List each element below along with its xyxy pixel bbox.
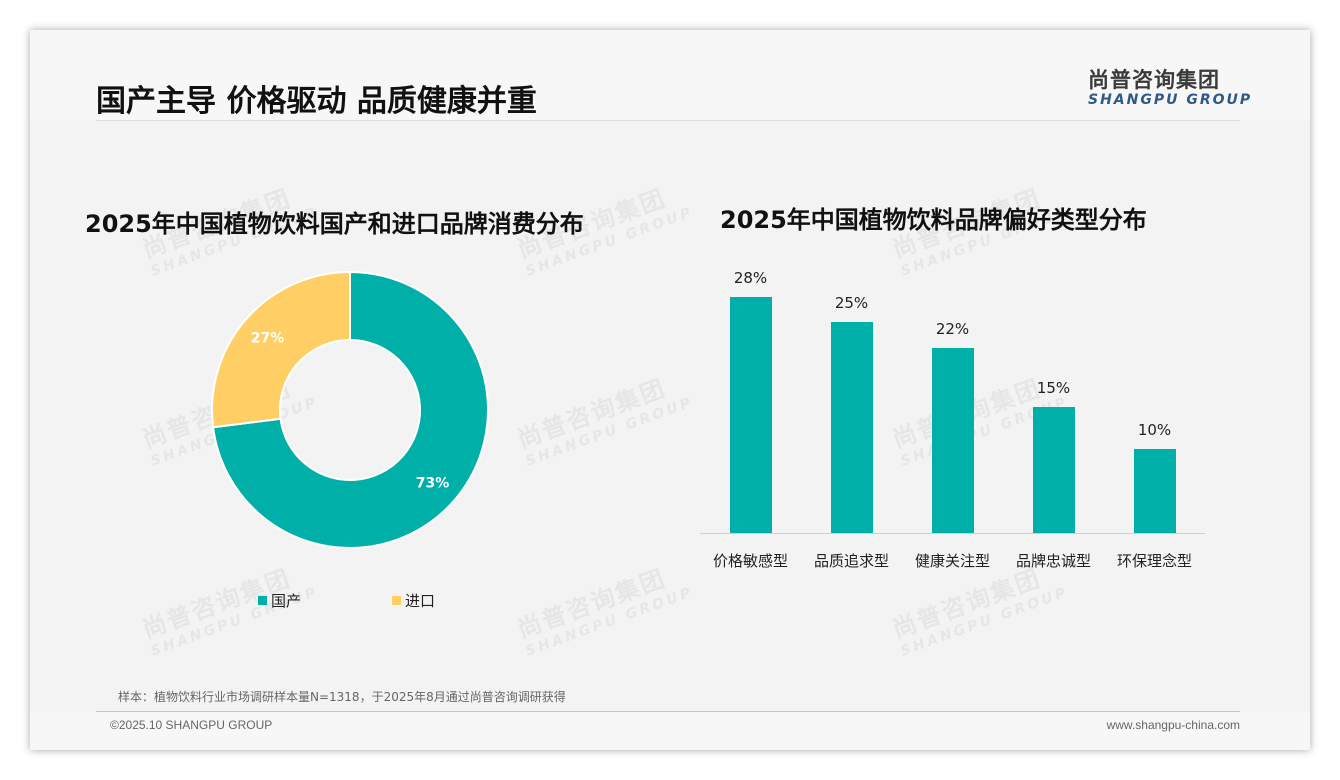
donut-slice-label: 73% [416,476,450,492]
legend-item-import: 进口 [392,590,435,611]
donut-chart: 73% 27% [211,270,489,549]
bar-value-label: 10% [1137,420,1172,439]
bar-3 [1032,406,1075,533]
sample-note: 样本：植物饮料行业市场调研样本量N=1318，于2025年8月通过尚普咨询调研获… [118,690,566,704]
bar-value-label: 25% [834,294,869,313]
bar-category-label: 品牌忠诚型 [1015,552,1091,570]
copyright: ©2025.10 SHANGPU GROUP [110,718,273,732]
donut-slice-0 [211,270,489,549]
x-axis-line [700,533,1205,534]
footer-band [30,712,1310,750]
page-title: 国产主导 价格驱动 品质健康并重 [96,84,537,119]
website-link[interactable]: www.shangpu-china.com [1106,718,1240,732]
bar-value-label: 15% [1036,378,1071,397]
bar-category-label: 环保理念型 [1116,552,1192,570]
bar-category-label: 品质追求型 [813,552,889,570]
header-divider [96,120,1240,121]
bar-value-label: 22% [935,319,970,338]
company-logo: 尚普咨询集团 SHANGPU GROUP [1088,64,1252,108]
bar-category-label: 价格敏感型 [712,552,788,570]
header-band [30,30,1310,120]
legend-swatch-icon [258,596,267,605]
donut-slice-1 [211,270,351,429]
logo-en: SHANGPU GROUP [1088,92,1253,108]
legend-item-domestic: 国产 [258,590,301,611]
bar-value-label: 28% [733,269,768,287]
donut-chart-title: 2025年中国植物饮料国产和进口品牌消费分布 [85,210,584,238]
bar-4 [1133,448,1176,533]
donut-slice-label: 27% [251,330,285,346]
bar-0 [729,297,772,533]
bar-2 [931,347,974,533]
footer-divider [96,711,1240,712]
bar-chart-title: 2025年中国植物饮料品牌偏好类型分布 [720,206,1147,234]
bar-1 [830,322,873,533]
legend-swatch-icon [392,596,401,605]
logo-cn: 尚普咨询集团 [1088,68,1220,92]
slide: 尚普咨询集团 SHANGPU GROUP 尚普咨询集团 SHANGPU GROUP … [30,30,1310,750]
bar-category-label: 健康关注型 [914,552,990,570]
